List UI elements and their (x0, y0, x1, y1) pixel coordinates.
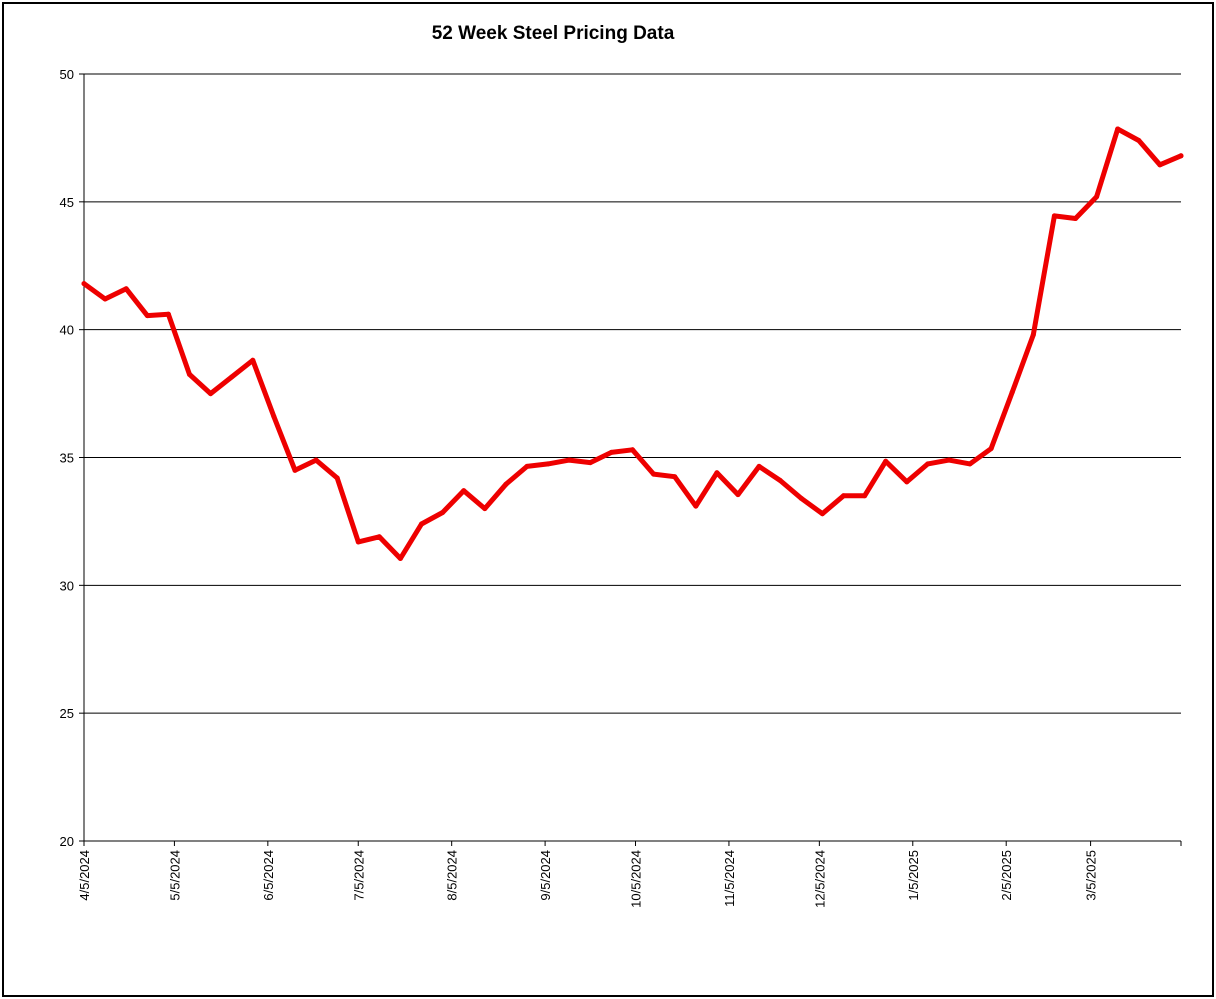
y-tick-label: 50 (60, 67, 74, 82)
data-point (630, 447, 635, 453)
data-point (334, 475, 340, 481)
data-point (1009, 389, 1015, 395)
data-point (208, 391, 214, 397)
data-point (798, 495, 804, 501)
data-point (777, 478, 783, 483)
data-point (81, 281, 87, 287)
x-axis-ticks: 4/5/2024 5/5/2024 6/5/2024 7/5/2024 8/5/2024… (77, 841, 1182, 908)
data-point (271, 414, 277, 420)
data-point (1115, 126, 1121, 132)
gridlines (84, 73, 1181, 842)
data-point (988, 446, 994, 452)
y-tick-label: 20 (60, 834, 74, 849)
y-tick-label: 25 (60, 706, 74, 721)
x-tick-label: 3/5/2025 (1084, 850, 1099, 901)
x-tick-label: 8/5/2024 (445, 850, 460, 901)
data-point (1136, 138, 1142, 143)
data-point (545, 461, 551, 467)
x-tick-label: 7/5/2024 (351, 850, 366, 901)
data-point (503, 481, 509, 487)
data-point (1094, 194, 1100, 200)
data-point (376, 534, 382, 540)
x-tick-label: 11/5/2024 (722, 850, 737, 907)
x-tick-label: 9/5/2024 (538, 850, 553, 901)
data-point (123, 286, 129, 292)
data-point (250, 357, 256, 363)
data-point (229, 374, 235, 380)
y-tick-label: 40 (60, 323, 74, 338)
data-point (397, 556, 403, 561)
x-tick-label: 2/5/2025 (999, 850, 1014, 901)
data-point (1157, 162, 1163, 168)
y-tick-label: 30 (60, 578, 74, 593)
data-point (735, 492, 741, 498)
data-point (1178, 153, 1184, 159)
data-point (587, 460, 593, 466)
data-point (440, 510, 446, 515)
data-point (482, 506, 488, 512)
data-point (102, 296, 108, 302)
data-point (672, 474, 678, 480)
data-point (714, 470, 720, 476)
data-point (756, 463, 762, 469)
data-point (165, 311, 171, 317)
data-point (144, 313, 150, 319)
data-point (651, 471, 657, 477)
y-tick-label: 45 (60, 195, 74, 210)
data-point (1051, 213, 1057, 219)
data-point (292, 467, 298, 473)
data-point (883, 458, 889, 464)
series-line (81, 126, 1184, 561)
data-point (566, 457, 572, 463)
data-point (862, 493, 868, 499)
x-tick-label: 12/5/2024 (812, 850, 827, 908)
x-tick-label: 1/5/2025 (906, 850, 921, 901)
series-group (81, 126, 1184, 561)
data-point (946, 457, 952, 463)
data-point (461, 488, 467, 494)
data-point (1073, 216, 1078, 221)
data-point (841, 493, 846, 499)
y-axis-ticks: 20 25 30 35 40 45 50 (60, 67, 84, 849)
data-point (355, 539, 361, 545)
x-tick-label: 6/5/2024 (261, 850, 276, 901)
x-tick-label: 10/5/2024 (629, 850, 644, 908)
x-tick-label: 4/5/2024 (77, 850, 92, 901)
data-point (524, 463, 530, 469)
chart-title: 52 Week Steel Pricing Data (432, 23, 675, 44)
data-point (419, 521, 424, 527)
data-point (904, 479, 910, 485)
data-point (925, 461, 931, 467)
y-tick-label: 35 (60, 451, 74, 466)
data-point (819, 511, 825, 517)
data-point (608, 449, 614, 455)
data-point (1030, 332, 1036, 338)
data-point (967, 461, 973, 467)
data-point (693, 503, 699, 509)
data-point (187, 371, 192, 377)
data-point (313, 457, 319, 463)
x-tick-label: 5/5/2024 (167, 850, 182, 901)
